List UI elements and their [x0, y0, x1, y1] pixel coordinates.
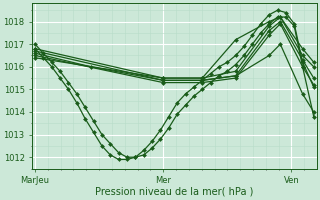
X-axis label: Pression niveau de la mer( hPa ): Pression niveau de la mer( hPa ) — [95, 187, 253, 197]
